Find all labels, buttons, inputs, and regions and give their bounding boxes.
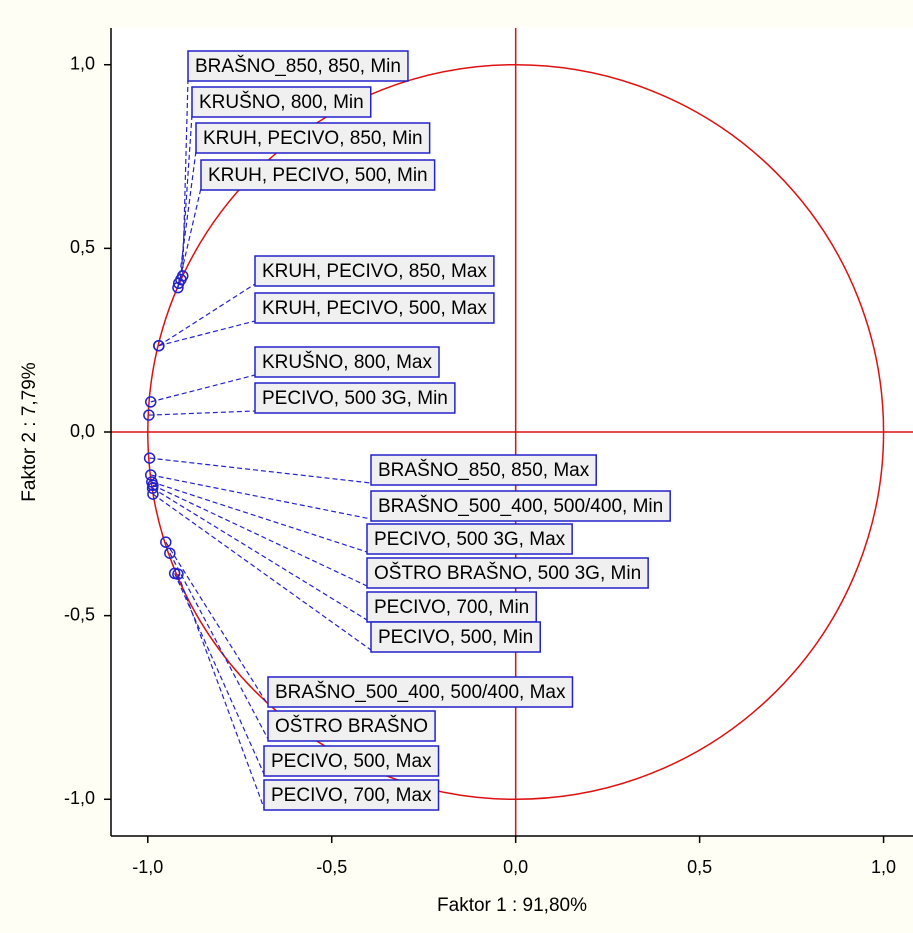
x-tick-label: 0,0 [503,857,528,877]
y-axis-label: Faktor 2 : 7,79% [19,362,40,502]
point-label: BRAŠNO_850, 850, Min [195,55,401,77]
point-label: KRUH, PECIVO, 850, Min [203,128,423,149]
point [153,339,165,352]
label-box [267,676,574,708]
leader-line [158,320,256,347]
point-label: BRAŠNO_500_400, 500/400, Min [378,495,663,517]
label-box [370,621,541,653]
point [160,536,172,548]
point-label: OŠTRO BRAŠNO [275,715,428,737]
label-box [187,50,409,82]
point-label: PECIVO, 500 3G, Max [374,529,566,550]
label-box [366,557,649,589]
label-box [366,523,573,555]
point-label: BRAŠNO_500_400, 500/400, Max [275,681,566,703]
label-box [200,159,436,191]
label-box [366,591,537,623]
point [172,568,184,580]
x-tick-label: 1,0 [871,857,896,877]
x-tick-label: -1,0 [132,857,163,877]
leader-lines [148,78,372,809]
point [164,547,176,559]
point-label: PECIVO, 500, Max [271,751,432,772]
x-tick-label: 0,5 [687,857,712,877]
leader-line [152,487,368,621]
reference-circle [147,63,885,801]
point [172,281,184,294]
point [146,482,159,494]
y-tick-label: 0,5 [70,237,95,257]
leader-line [180,114,193,280]
label-box [254,255,495,287]
leader-line [177,573,265,809]
leader-line [152,493,372,651]
point [172,277,185,290]
point-label: PECIVO, 700, Min [374,597,529,618]
label-box [195,122,431,154]
point-label: PECIVO, 500 3G, Min [262,388,448,409]
label-box [254,346,440,378]
leader-line [158,283,256,347]
leader-line [169,552,269,740]
y-tick-label: 1,0 [70,53,95,73]
label-box [267,710,436,742]
point-label: PECIVO, 500, Min [378,627,533,648]
leader-line [151,481,368,553]
points [143,270,189,580]
point [147,488,159,500]
x-tick-label: -0,5 [316,857,347,877]
point-label: BRAŠNO_850, 850, Max [378,459,590,481]
point-label: KRUH, PECIVO, 850, Max [262,261,487,282]
point-label: KRUŠNO, 800, Min [199,91,364,113]
leader-line [178,150,197,284]
point-label: KRUH, PECIVO, 500, Min [208,165,428,186]
label-box [263,779,440,811]
point-label: KRUŠNO, 800, Max [262,351,432,373]
point [143,452,156,464]
label-box [263,745,440,777]
y-tick-label: 0,0 [70,421,95,441]
point-label: OŠTRO BRAŠNO, 500 3G, Min [374,562,641,584]
label-box [370,454,597,486]
leader-line [148,410,256,416]
leader-line [150,374,256,403]
y-tick-label: -1,0 [64,788,95,808]
label-box [191,86,372,118]
y-tick-label: -0,5 [64,604,95,624]
label-box [254,382,456,414]
leader-line [165,541,269,706]
point [143,409,155,421]
x-axis-label: Faktor 1 : 91,80% [437,895,587,916]
label-box [370,490,671,522]
label-box [254,292,495,324]
point-label: KRUH, PECIVO, 500, Max [262,298,487,319]
leader-line [149,457,372,484]
point-label: PECIVO, 700, Max [271,785,432,806]
point-labels: BRAŠNO_850, 850, Min KRUŠNO, 800, Min KRUH… [187,50,671,811]
point [144,396,157,408]
leader-line [150,474,372,520]
